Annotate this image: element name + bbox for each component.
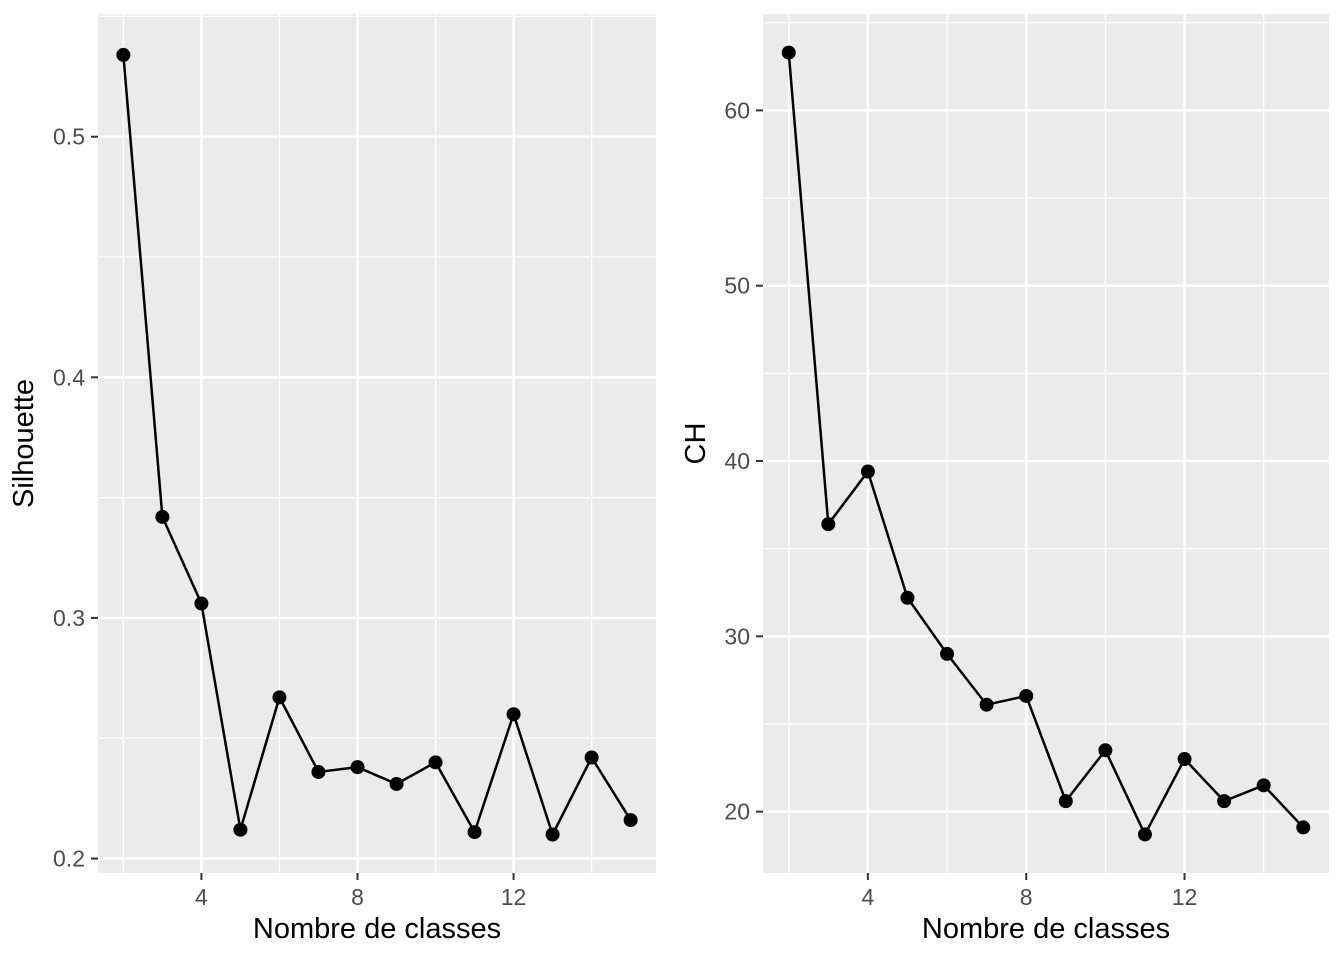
y-tick-label: 20 <box>724 799 750 825</box>
y-tick-label: 60 <box>724 97 750 123</box>
data-point <box>233 822 248 837</box>
data-point <box>1058 794 1073 809</box>
data-point <box>1019 688 1034 703</box>
data-point <box>350 760 365 775</box>
data-point <box>979 697 994 712</box>
data-point <box>821 517 836 532</box>
x-tick-label: 12 <box>1172 884 1198 910</box>
data-point <box>1137 827 1152 842</box>
data-point <box>940 646 955 661</box>
data-point <box>311 764 326 779</box>
y-tick-label: 0.5 <box>53 124 85 150</box>
x-axis-title: Nombre de classes <box>922 913 1170 945</box>
data-point <box>428 755 443 770</box>
data-point <box>584 750 599 765</box>
y-tick-label: 40 <box>724 448 750 474</box>
data-point <box>467 825 482 840</box>
series-line-silhouette <box>122 53 632 836</box>
data-point <box>1296 820 1311 835</box>
data-point <box>623 813 638 828</box>
y-axis-title: Silhouette <box>8 379 40 508</box>
x-tick-label: 4 <box>861 884 874 910</box>
data-point <box>1217 794 1232 809</box>
data-point <box>116 47 131 62</box>
x-tick-label: 4 <box>195 884 208 910</box>
x-tick-label: 12 <box>501 884 527 910</box>
plot-panel-silhouette <box>98 14 656 873</box>
data-point <box>860 464 875 479</box>
y-tick-label: 0.4 <box>53 364 85 390</box>
data-point <box>781 45 796 60</box>
y-tick-label: 0.3 <box>53 605 85 631</box>
y-tick-label: 50 <box>724 273 750 299</box>
data-point <box>194 596 209 611</box>
data-point <box>1177 752 1192 767</box>
data-point <box>1098 743 1113 758</box>
y-tick-label: 0.2 <box>53 846 85 872</box>
data-point <box>1256 778 1271 793</box>
data-point <box>545 827 560 842</box>
x-tick-label: 8 <box>351 884 364 910</box>
y-tick-label: 30 <box>724 623 750 649</box>
data-point <box>900 590 915 605</box>
data-point <box>155 509 170 524</box>
x-tick-label: 8 <box>1020 884 1033 910</box>
data-point <box>272 690 287 705</box>
x-axis-title: Nombre de classes <box>253 913 501 945</box>
y-axis-title: CH <box>680 423 712 465</box>
plot-panel-ch <box>763 14 1329 873</box>
data-point <box>389 776 404 791</box>
series-line-ch <box>787 51 1305 836</box>
data-point <box>506 707 521 722</box>
